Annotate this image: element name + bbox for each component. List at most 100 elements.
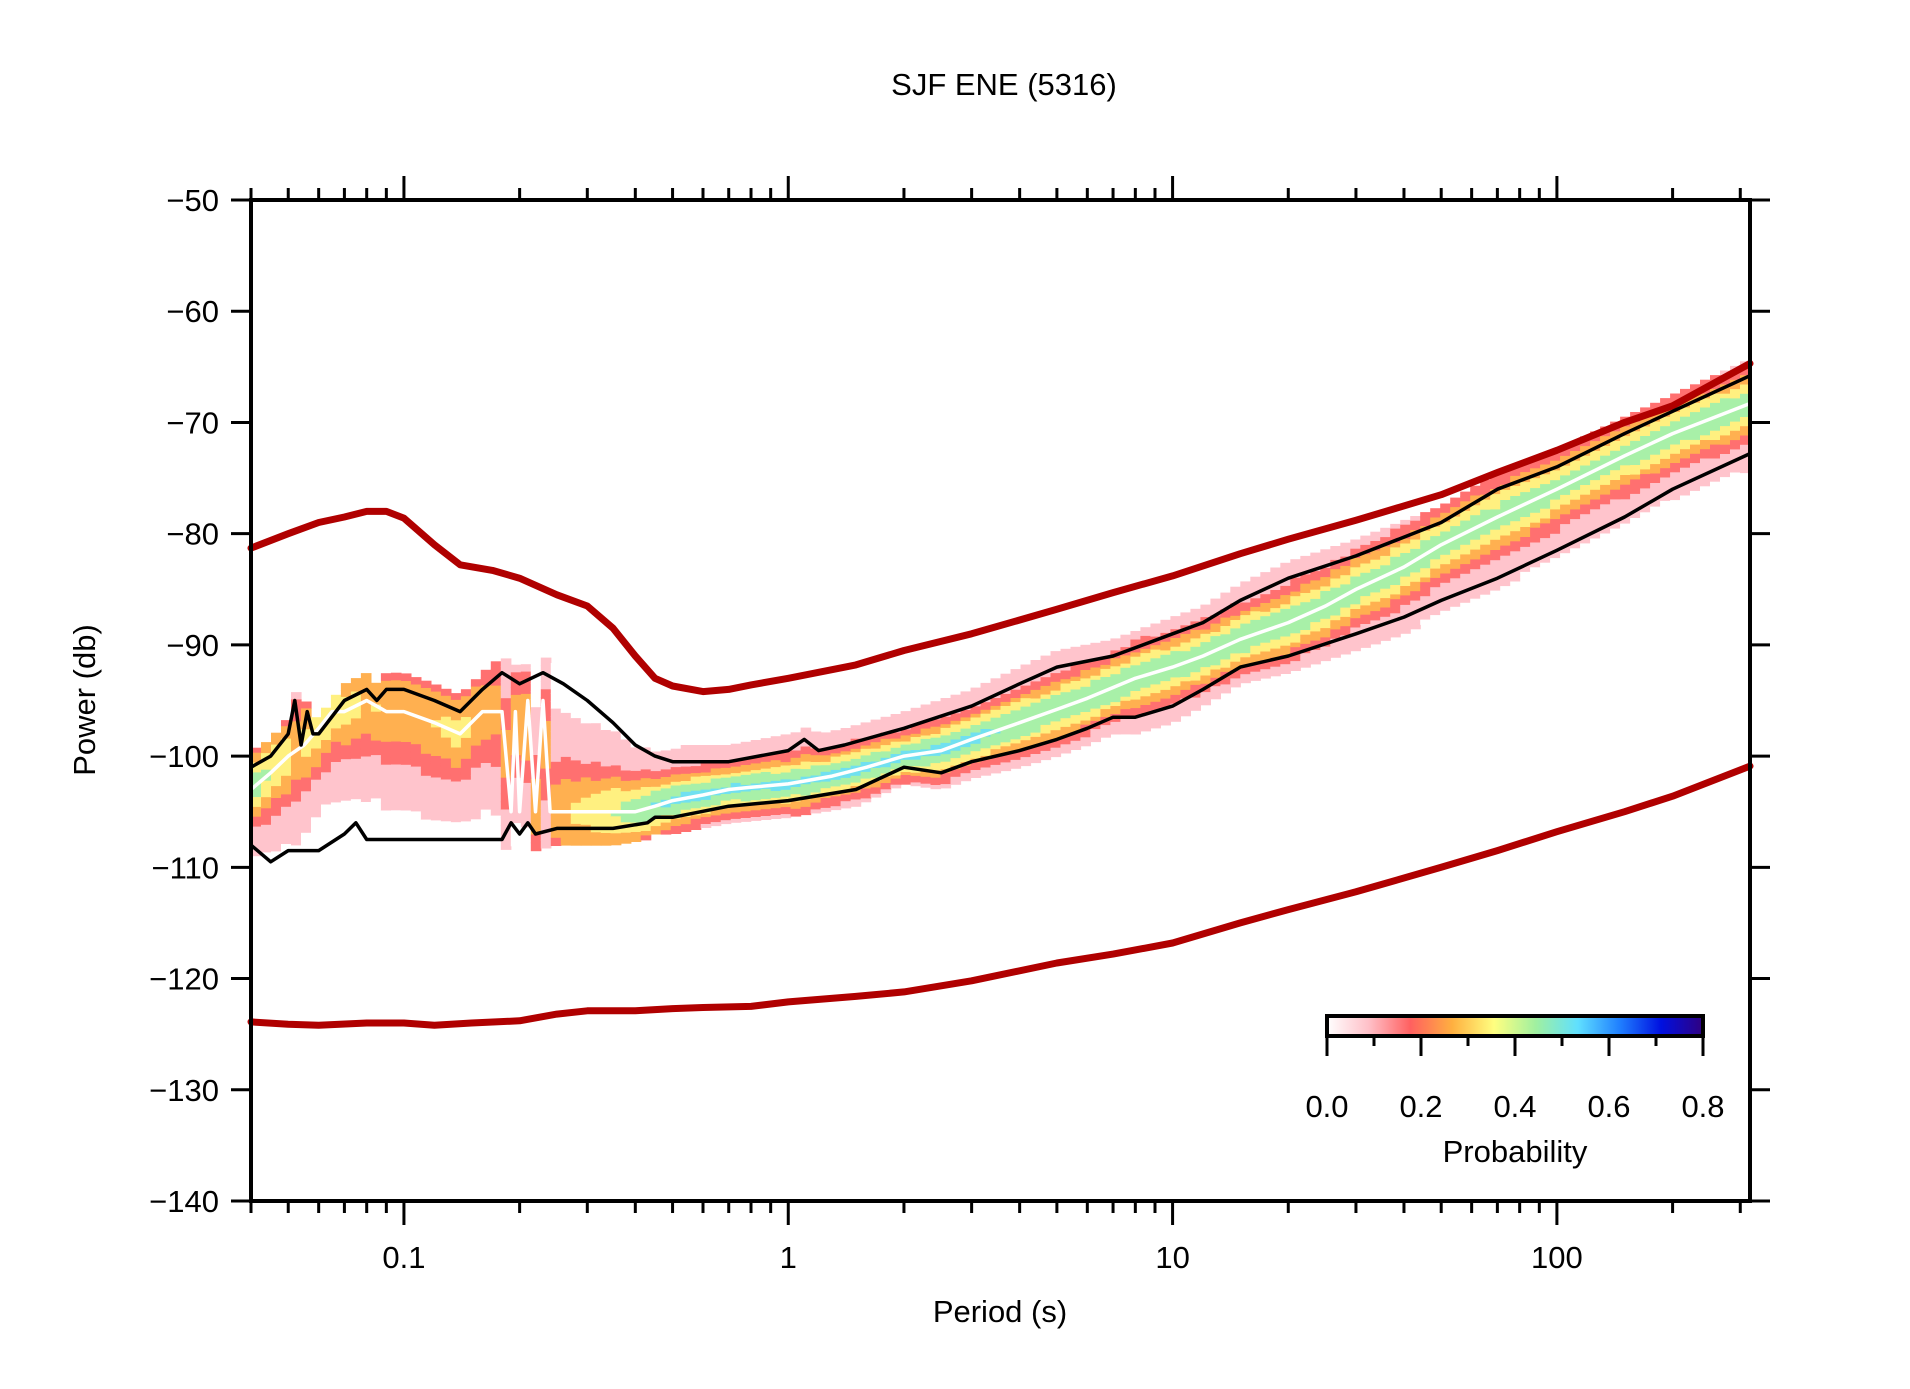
pdf-cell: [1450, 559, 1461, 565]
pdf-cell: [890, 784, 902, 789]
pdf-cell: [950, 735, 962, 740]
pdf-cell: [780, 765, 792, 770]
pdf-cell: [1020, 752, 1032, 758]
pdf-cell: [920, 783, 932, 788]
pdf-cell: [680, 755, 692, 760]
pdf-cell: [1650, 426, 1661, 432]
pdf-cell: [291, 794, 302, 803]
pdf-cell: [780, 793, 792, 798]
pdf-cell: [1550, 558, 1561, 564]
pdf-cell: [540, 776, 552, 786]
pdf-cell: [370, 747, 382, 756]
pdf-cell: [1180, 655, 1191, 661]
pdf-cell: [680, 752, 692, 757]
pdf-cell: [1660, 416, 1671, 423]
pdf-cell: [550, 792, 562, 801]
pdf-cell: [1240, 670, 1251, 675]
pdf-cell: [660, 811, 672, 816]
pdf-cell: [980, 702, 992, 707]
pdf-cell: [540, 657, 552, 667]
pdf-cell: [630, 747, 642, 753]
pdf-cell: [1490, 560, 1501, 566]
pdf-cell: [1010, 743, 1022, 749]
pdf-cell: [660, 792, 672, 797]
pdf-cell: [1080, 682, 1091, 688]
pdf-cell: [1630, 421, 1641, 428]
pdf-cell: [1420, 568, 1431, 574]
pdf-cell: [640, 756, 652, 762]
pdf-cell: [670, 748, 682, 753]
pdf-cell: [1050, 651, 1062, 657]
pdf-cell: [560, 742, 572, 751]
pdf-cell: [750, 763, 762, 768]
pdf-cell: [1620, 460, 1631, 466]
pdf-cell: [1340, 547, 1351, 553]
pdf-cell: [1690, 486, 1701, 492]
pdf-cell: [730, 805, 742, 810]
pdf-cell: [380, 680, 392, 689]
pdf-cell: [1660, 449, 1671, 455]
pdf-cell: [1480, 479, 1491, 486]
pdf-cell: [1710, 440, 1721, 446]
pdf-cell: [311, 786, 322, 793]
pdf-cell: [1330, 652, 1341, 658]
pdf-cell: [380, 696, 392, 705]
pdf-cell: [590, 723, 602, 731]
pdf-cell: [1410, 572, 1421, 578]
pdf-cell: [1320, 591, 1331, 597]
pdf-cell: [840, 794, 852, 799]
pdf-cell: [900, 729, 912, 733]
pdf-cell: [1570, 548, 1581, 554]
pdf-cell: [1630, 450, 1641, 456]
pdf-cell: [360, 718, 372, 727]
pdf-cell: [1410, 581, 1421, 588]
pdf-cell: [850, 731, 862, 736]
pdf-cell: [1540, 498, 1551, 505]
pdf-cell: [890, 732, 902, 737]
pdf-cell: [1430, 573, 1441, 579]
pdf-cell: [450, 781, 462, 789]
pdf-cell: [1350, 595, 1361, 601]
colorbar-tick-label: 0.2: [1399, 1089, 1442, 1124]
pdf-cell: [710, 761, 722, 766]
pdf-cell: [1590, 465, 1601, 471]
pdf-cell: [1650, 435, 1661, 442]
pdf-cell: [910, 756, 922, 761]
pdf-cell: [1740, 449, 1751, 455]
pdf-cell: [920, 721, 932, 726]
pdf-cell: [321, 811, 332, 819]
pdf-cell: [1280, 659, 1291, 665]
pdf-cell: [380, 757, 392, 766]
pdf-cell: [1170, 699, 1181, 705]
pdf-cell: [1730, 467, 1741, 474]
pdf-cell: [510, 830, 522, 839]
pdf-cell: [1520, 541, 1531, 548]
pdf-cell: [400, 711, 412, 720]
pdf-cell: [900, 775, 912, 779]
pdf-cell: [1030, 660, 1042, 665]
pdf-cell: [840, 757, 852, 762]
pdf-cell: [410, 811, 422, 820]
pdf-cell: [360, 839, 372, 849]
pdf-cell: [810, 765, 822, 770]
pdf-cell: [261, 852, 272, 859]
pdf-cell: [1410, 595, 1421, 602]
pdf-cell: [730, 812, 742, 817]
pdf-cell: [311, 804, 322, 812]
pdf-cell: [810, 731, 822, 736]
pdf-cell: [650, 810, 662, 815]
pdf-cell: [520, 812, 532, 821]
pdf-cell: [730, 763, 742, 768]
pdf-cell: [950, 698, 962, 703]
pdf-cell: [1080, 699, 1091, 705]
pdf-cell: [950, 724, 962, 729]
pdf-cell: [930, 719, 942, 724]
pdf-cell: [710, 768, 722, 773]
pdf-cell: [1340, 640, 1351, 646]
pdf-cell: [740, 818, 752, 822]
pdf-cell: [450, 713, 462, 721]
pdf-cell: [860, 755, 872, 760]
pdf-cell: [1500, 550, 1511, 557]
y-tick-label: −120: [149, 962, 219, 997]
pdf-cell: [1060, 722, 1072, 728]
